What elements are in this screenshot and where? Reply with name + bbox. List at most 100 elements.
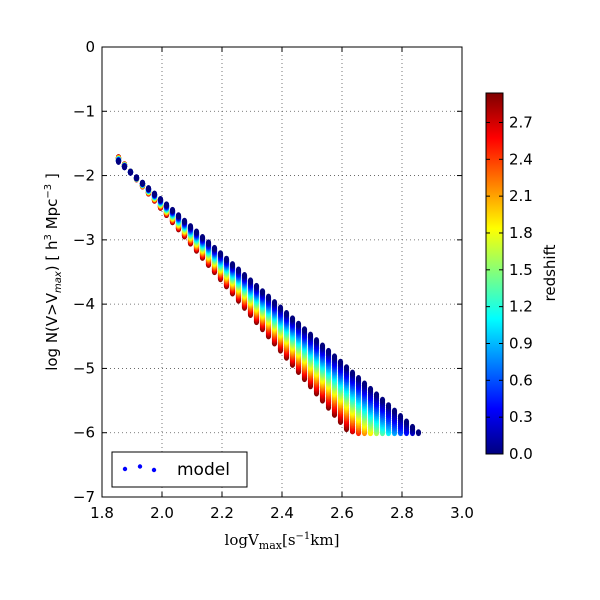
colorbar-tick-label: 1.2 — [509, 298, 533, 316]
x-axis-ticks: 1.8 2.0 2.2 2.4 2.6 2.8 3.0 — [90, 47, 474, 522]
colorbar-gradient — [485, 92, 504, 455]
model-point — [133, 174, 140, 182]
model-point — [175, 212, 182, 220]
model-point — [223, 255, 230, 263]
model-point — [127, 168, 134, 176]
colorbar-label: redshift — [541, 244, 559, 301]
colorbar-ticks: 0.0 0.3 0.6 0.9 1.2 1.5 1.8 2.1 2.4 2.7 — [486, 113, 533, 463]
y-tick-label: −5 — [73, 359, 95, 377]
model-point — [391, 407, 398, 415]
x-tick-label: 2.6 — [330, 504, 354, 522]
model-point — [253, 282, 260, 290]
model-point — [163, 201, 170, 209]
model-point — [169, 206, 176, 214]
model-point — [145, 185, 152, 192]
model-points — [115, 154, 422, 437]
x-tick-label: 2.4 — [270, 504, 294, 522]
model-point — [259, 288, 266, 296]
model-point — [211, 244, 218, 252]
model-point — [373, 391, 380, 399]
model-point — [319, 342, 326, 350]
model-point — [229, 261, 236, 268]
legend: model — [111, 451, 248, 488]
model-point — [415, 429, 422, 437]
model-point — [355, 375, 362, 382]
model-point — [349, 369, 356, 377]
x-tick-label: 2.2 — [210, 504, 234, 522]
legend-box — [111, 451, 248, 488]
x-tick-label: 2.0 — [150, 504, 174, 522]
y-label-sup1: 3 — [43, 234, 54, 240]
y-label-part4: ] — [43, 173, 61, 184]
colorbar-tick-label: 0.3 — [509, 408, 533, 426]
colorbar: 0.0 0.3 0.6 0.9 1.2 1.5 1.8 2.1 2.4 2.7 redshift — [485, 92, 559, 463]
y-label-part2: ) [ h — [43, 240, 61, 271]
colorbar-tick-label: 0.0 — [509, 445, 533, 463]
model-point — [325, 347, 332, 355]
x-label-unit-open: [s — [282, 531, 296, 549]
colorbar-tick-label: 1.5 — [509, 261, 533, 279]
model-point — [115, 158, 122, 165]
model-point — [331, 353, 338, 361]
model-point — [151, 190, 158, 198]
model-point — [235, 266, 242, 274]
model-point — [409, 423, 416, 431]
y-label-sup2: −3 — [43, 184, 54, 199]
x-axis-label: logVmax[s−1km] — [225, 531, 340, 552]
x-label-sub: max — [259, 539, 283, 552]
model-point — [193, 228, 200, 236]
x-tick-label: 2.8 — [390, 504, 414, 522]
y-axis-label: log N(V>Vmax) [ h3 Mpc−3 ] — [43, 173, 64, 371]
legend-marker — [137, 464, 143, 469]
x-tick-label: 3.0 — [450, 504, 474, 522]
model-point — [265, 293, 272, 301]
model-point — [181, 217, 188, 225]
x-label-unit-sup: −1 — [296, 531, 311, 542]
model-point — [217, 250, 224, 258]
y-label-sub: max — [53, 271, 64, 293]
colorbar-tick-label: 1.8 — [509, 224, 533, 242]
model-point — [313, 337, 320, 344]
y-label-part3: Mpc — [43, 199, 61, 234]
x-label-unit-close: km] — [310, 531, 339, 549]
model-point — [241, 271, 248, 279]
colorbar-tick-label: 2.4 — [509, 150, 533, 168]
colorbar-tick-label: 0.6 — [509, 371, 533, 389]
model-point — [289, 315, 296, 323]
model-point — [271, 299, 278, 306]
y-tick-label: −1 — [73, 102, 95, 120]
model-point — [247, 277, 254, 285]
model-point — [343, 364, 350, 372]
colorbar-tick-label: 2.1 — [509, 187, 533, 205]
y-tick-label: −2 — [73, 167, 95, 185]
model-point — [385, 402, 392, 409]
legend-label: model — [177, 460, 230, 480]
model-point — [367, 385, 374, 393]
y-tick-label: −3 — [73, 231, 95, 249]
y-tick-label: 0 — [85, 38, 95, 56]
y-tick-label: −6 — [73, 424, 95, 442]
y-tick-label: −4 — [73, 295, 95, 313]
model-point — [403, 418, 410, 426]
y-label-part1: log N(V>V — [43, 292, 61, 371]
colorbar-tick-label: 0.9 — [509, 334, 533, 352]
model-point — [379, 396, 386, 404]
x-label-base: logV — [225, 531, 260, 549]
model-point — [283, 309, 290, 317]
model-point — [277, 304, 284, 312]
model-point — [301, 326, 308, 334]
model-point — [121, 163, 128, 171]
legend-marker — [151, 467, 157, 473]
model-point — [205, 239, 212, 247]
model-point — [139, 179, 146, 187]
model-point — [295, 320, 302, 328]
model-point — [361, 380, 368, 388]
model-point — [337, 358, 344, 366]
model-point — [307, 331, 314, 339]
model-point — [157, 196, 164, 203]
model-point — [187, 223, 194, 230]
model-point — [397, 413, 404, 420]
model-point — [199, 233, 206, 241]
y-axis-ticks: −7 −6 −5 −4 −3 −2 −1 0 — [73, 38, 462, 506]
